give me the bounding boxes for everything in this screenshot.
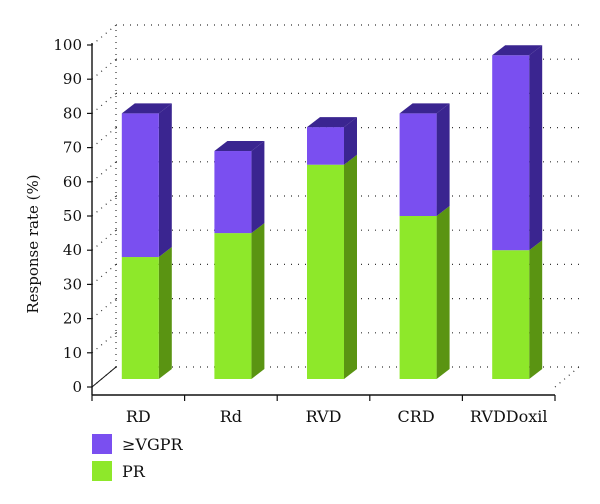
y-tick-label-70: 70 <box>63 139 82 157</box>
y-tick-label-40: 40 <box>63 241 82 259</box>
bar-RD-vgpr <box>121 103 172 258</box>
bars <box>121 45 543 379</box>
floor-right-edge <box>554 366 580 388</box>
bar-side <box>251 141 265 234</box>
x-tick-label-RVDDoxil: RVDDoxil <box>470 407 548 426</box>
gridline-connector-20 <box>91 298 117 320</box>
x-tick-label-Rd: Rd <box>220 407 242 426</box>
y-tick-label-0: 0 <box>72 378 82 396</box>
bar-front <box>399 216 437 379</box>
y-tick-label-100: 100 <box>53 36 82 54</box>
legend-swatch-pr <box>92 461 112 481</box>
bar-front <box>399 113 437 216</box>
bar-side <box>251 223 265 379</box>
bar-front <box>307 164 344 379</box>
bar-front <box>214 233 252 379</box>
bar-side <box>436 103 450 216</box>
bar-side <box>344 117 357 165</box>
gridline-connector-90 <box>91 58 117 80</box>
bar-side <box>529 240 543 379</box>
bar-front <box>121 257 159 379</box>
y-tick-label-80: 80 <box>63 104 82 122</box>
floor-left-edge <box>91 366 117 388</box>
y-tick-label-30: 30 <box>63 275 82 293</box>
gridline-connector-70 <box>91 127 117 149</box>
x-tick-label-RD: RD <box>126 407 151 426</box>
legend-label-pr: PR <box>122 462 146 481</box>
x-tick-label-RVD: RVD <box>306 407 342 426</box>
y-tick-label-20: 20 <box>63 310 82 328</box>
gridline-connector-100 <box>91 24 117 46</box>
bar-side <box>436 206 450 379</box>
bar-RVD-pr <box>307 154 357 379</box>
axes <box>87 43 556 401</box>
gridline-connector-60 <box>91 161 117 183</box>
bar-top <box>121 103 172 114</box>
y-tick-label-60: 60 <box>63 173 82 191</box>
bar-side <box>158 247 172 379</box>
gridline-connector-80 <box>91 92 117 114</box>
bar-RD-pr <box>121 247 172 379</box>
bar-front <box>214 151 252 234</box>
y-axis-label: Response rate (%) <box>24 174 42 313</box>
bar-RVDDoxil-vgpr <box>492 45 543 251</box>
gridline-connector-40 <box>91 229 117 251</box>
bar-side <box>529 45 543 251</box>
y-tick-label-90: 90 <box>63 70 82 88</box>
bar-RVD-vgpr <box>307 117 357 165</box>
gridline-connector-30 <box>91 263 117 285</box>
gridline-connector-10 <box>91 332 117 354</box>
bar-top <box>492 45 543 56</box>
bar-side <box>344 154 357 379</box>
bar-front <box>492 55 530 251</box>
gridline-connector-50 <box>91 195 117 217</box>
y-tick-labels: 0 10 20 30 40 50 60 70 80 90 100 <box>53 36 82 396</box>
bar-front <box>307 127 344 165</box>
legend-swatch-vgpr <box>92 434 112 454</box>
bar-RVDDoxil-pr <box>492 240 543 379</box>
bar-Rd-pr <box>214 223 265 379</box>
bar-front <box>121 113 159 258</box>
y-tick-label-50: 50 <box>63 207 82 225</box>
y-tick-label-10: 10 <box>63 344 82 362</box>
bar-front <box>492 250 530 379</box>
legend: ≥VGPR PR <box>92 434 184 481</box>
legend-label-vgpr: ≥VGPR <box>122 435 184 454</box>
x-tick-labels: RD Rd RVD CRD RVDDoxil <box>126 407 548 426</box>
bar-top <box>399 103 450 114</box>
bar-CRD-vgpr <box>399 103 450 216</box>
bar-top <box>307 117 357 128</box>
bar-side <box>158 103 172 258</box>
bar-top <box>214 141 265 152</box>
bar-Rd-vgpr <box>214 141 265 234</box>
x-tick-label-CRD: CRD <box>398 407 435 426</box>
bar-CRD-pr <box>399 206 450 379</box>
